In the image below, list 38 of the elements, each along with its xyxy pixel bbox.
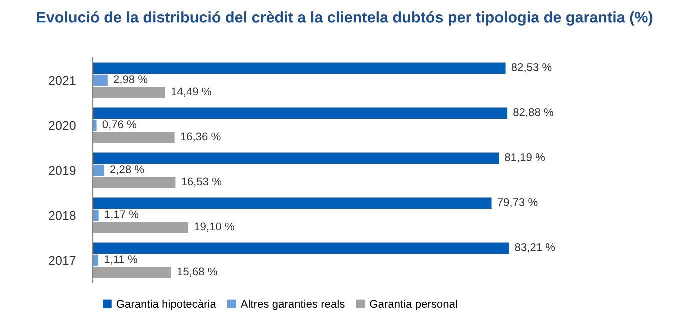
data-label: 1,17 % [105, 210, 139, 220]
data-label: 0,76 % [102, 120, 137, 130]
data-label: 15,68 % [178, 268, 218, 277]
y-tick-label: 2018 [49, 211, 76, 220]
data-label: 82,88 % [514, 108, 554, 118]
bar [93, 267, 172, 278]
bar [93, 198, 492, 209]
data-label: 1,11 % [104, 256, 138, 265]
bar [93, 152, 500, 164]
data-label: 2,28 % [110, 166, 144, 175]
bar [93, 62, 506, 74]
bar [93, 108, 508, 119]
bar [93, 164, 104, 176]
bar [93, 210, 99, 222]
y-tick-label: 2017 [49, 256, 76, 266]
y-tick-label: 2021 [49, 76, 76, 86]
data-label: 2,98 % [114, 76, 148, 85]
legend-label: Garantia hipotecària [116, 300, 216, 310]
bar [93, 132, 175, 144]
y-tick-label: 2020 [49, 121, 76, 130]
data-label: 81,19 % [505, 153, 546, 163]
data-label: 16,36 % [181, 132, 221, 142]
data-label: 16,53 % [182, 178, 222, 187]
data-label: 14,49 % [172, 88, 212, 97]
bar [93, 74, 108, 86]
chart-title: Evolució de la distribució del crèdit a la clientela dubtós per tipologia de garantia (%) [37, 11, 653, 26]
bar [93, 87, 166, 98]
legend-label: Altres garanties reals [240, 300, 345, 310]
data-label: 19,10 % [194, 222, 234, 232]
bar [93, 177, 176, 188]
bar [93, 242, 510, 254]
data-label: 83,21 % [515, 243, 556, 253]
legend-label: Garantia personal [370, 300, 458, 310]
bar [93, 222, 189, 234]
data-label: 79,73 % [498, 198, 538, 208]
data-label: 82,53 % [512, 63, 552, 73]
y-tick-label: 2019 [49, 166, 76, 176]
bar [93, 120, 97, 132]
